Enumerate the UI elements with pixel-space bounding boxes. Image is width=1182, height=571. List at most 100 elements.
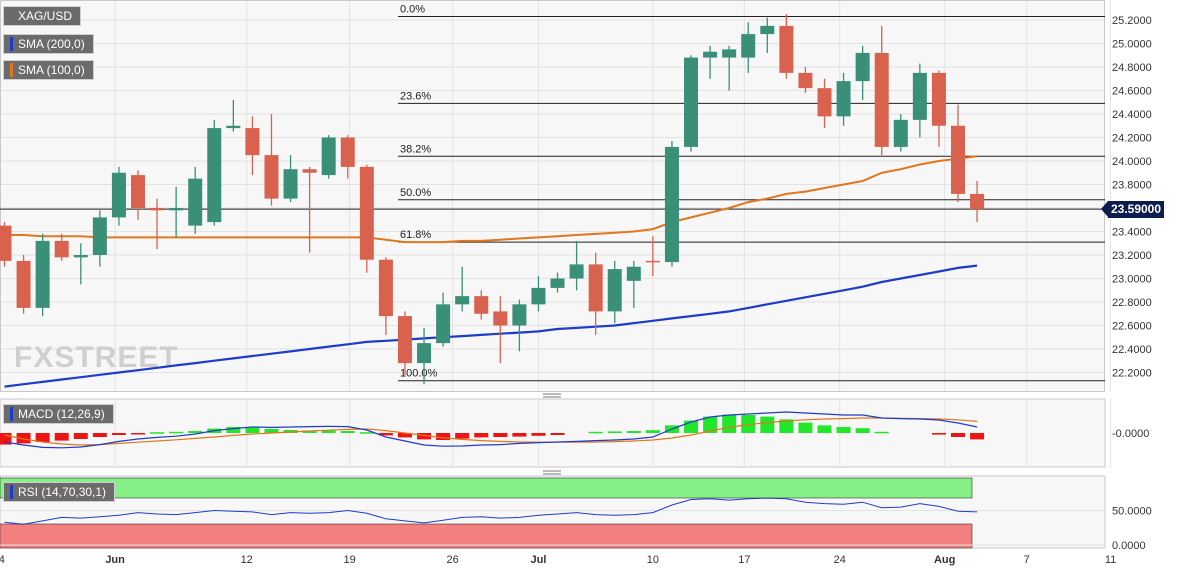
- macd-swatch: [10, 407, 13, 421]
- sma100-legend[interactable]: SMA (100,0): [3, 60, 94, 80]
- y-tick-label: 23.4000: [1112, 227, 1152, 239]
- x-tick-label: 17: [738, 554, 750, 566]
- rsi-label: RSI (14,70,30,1): [18, 485, 107, 499]
- sma200-swatch: [10, 37, 13, 51]
- x-tick-label: 12: [241, 554, 253, 566]
- symbol-text: XAG/USD: [18, 9, 73, 23]
- macd-histogram-bar: [226, 427, 241, 433]
- macd-histogram-bar: [397, 433, 412, 438]
- macd-histogram-bar: [817, 425, 832, 433]
- macd-histogram-bar: [722, 414, 737, 433]
- fib-label: 100.0%: [400, 368, 438, 380]
- candle: [359, 166, 374, 260]
- rsi-line: [4, 497, 978, 525]
- macd-histogram-bar: [703, 416, 718, 433]
- x-tick-label: 24: [834, 554, 846, 566]
- candle: [474, 296, 489, 314]
- candle: [798, 72, 813, 89]
- macd-histogram-bar: [111, 433, 126, 435]
- candle: [169, 208, 184, 211]
- macd-histogram-bar: [130, 433, 145, 435]
- candle: [722, 49, 737, 58]
- candle: [760, 25, 775, 35]
- candle: [703, 51, 718, 58]
- macd-histogram-bar: [455, 433, 470, 439]
- candle: [684, 57, 699, 147]
- x-tick-label: Aug: [934, 554, 955, 566]
- macd-histogram-bar: [321, 430, 336, 433]
- macd-histogram-bar: [54, 433, 69, 441]
- macd-histogram-bar: [626, 431, 641, 433]
- candle: [245, 128, 260, 156]
- x-tick-label: 26: [447, 554, 459, 566]
- sma200-legend[interactable]: SMA (200,0): [3, 34, 94, 54]
- candle: [226, 125, 241, 129]
- x-tick-label: 10: [647, 554, 659, 566]
- macd-histogram-bar: [836, 427, 851, 433]
- candle: [493, 311, 508, 326]
- macd-histogram-bar: [951, 433, 965, 437]
- candle: [970, 193, 985, 210]
- candle: [779, 25, 794, 73]
- candle: [893, 119, 908, 147]
- rsi-swatch: [10, 485, 13, 499]
- candle: [436, 304, 451, 344]
- candle: [607, 269, 622, 312]
- candle: [54, 240, 69, 258]
- candle: [455, 296, 470, 305]
- candle: [73, 255, 88, 258]
- rsi-overbought-zone: [0, 477, 973, 499]
- sma200-label: SMA (200,0): [18, 37, 85, 51]
- macd-histogram-bar: [931, 433, 946, 435]
- macd-histogram-bar: [188, 431, 203, 433]
- macd-histogram-bar: [874, 431, 889, 434]
- macd-histogram-bar: [35, 433, 50, 442]
- candle: [0, 225, 12, 261]
- candle: [817, 88, 832, 117]
- macd-histogram-bar: [92, 433, 107, 437]
- macd-histogram-bar: [150, 432, 165, 434]
- y-tick-label: 23.8000: [1112, 180, 1152, 192]
- macd-histogram-bar: [855, 428, 870, 433]
- current-price-badge: 23.59000: [1101, 201, 1164, 218]
- macd-histogram-bar: [16, 433, 31, 444]
- main-panel: [0, 0, 1105, 392]
- macd-histogram-bar: [588, 431, 603, 434]
- macd-histogram-bar: [378, 433, 393, 436]
- y-tick-label: 25.0000: [1112, 39, 1152, 51]
- macd-histogram-bar: [73, 433, 88, 439]
- sma200-line: [4, 264, 978, 388]
- y-tick-label: 22.8000: [1112, 297, 1152, 309]
- x-tick-label: Jul: [531, 554, 547, 566]
- fib-label: 50.0%: [400, 187, 431, 199]
- y-tick-label: 24.8000: [1112, 62, 1152, 74]
- macd-legend[interactable]: MACD (12,26,9): [3, 404, 114, 424]
- candle: [111, 172, 126, 218]
- fib-label: 61.8%: [400, 229, 431, 241]
- rsi-legend[interactable]: RSI (14,70,30,1): [3, 482, 116, 502]
- macd-histogram-bar: [302, 430, 317, 433]
- rsi-oversold-zone: [0, 523, 973, 549]
- macd-histogram-bar: [970, 433, 985, 440]
- candle: [531, 287, 546, 305]
- candle: [130, 175, 145, 208]
- y-tick-label: 25.2000: [1112, 15, 1152, 27]
- x-tick-label: Jun: [105, 554, 125, 566]
- candle: [417, 343, 432, 364]
- macd-histogram-bar: [359, 432, 374, 434]
- rsi-tick-label: 50.0000: [1112, 506, 1152, 518]
- candle: [874, 52, 889, 147]
- y-tick-label: 23.0000: [1112, 274, 1152, 286]
- candle: [321, 137, 336, 176]
- macd-histogram-bar: [645, 430, 660, 433]
- candle: [588, 264, 603, 312]
- sma100-swatch: [10, 63, 13, 77]
- symbol-label[interactable]: XAG/USD: [3, 6, 82, 26]
- macd-histogram-bar: [245, 427, 260, 433]
- candle: [150, 208, 165, 211]
- candle: [92, 217, 107, 255]
- fib-label: 23.6%: [400, 90, 431, 102]
- candle: [951, 125, 965, 194]
